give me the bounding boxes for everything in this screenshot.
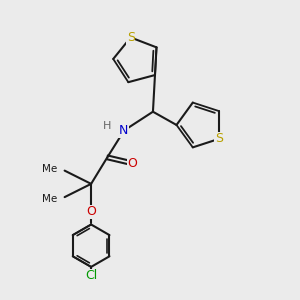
Text: H: H: [103, 122, 112, 131]
Text: S: S: [215, 132, 223, 145]
Text: N: N: [119, 124, 128, 137]
Text: Cl: Cl: [85, 269, 97, 282]
Text: O: O: [128, 157, 137, 170]
Text: Me: Me: [42, 164, 57, 174]
Text: O: O: [86, 205, 96, 218]
Text: Me: Me: [42, 194, 57, 204]
Text: S: S: [127, 31, 135, 44]
